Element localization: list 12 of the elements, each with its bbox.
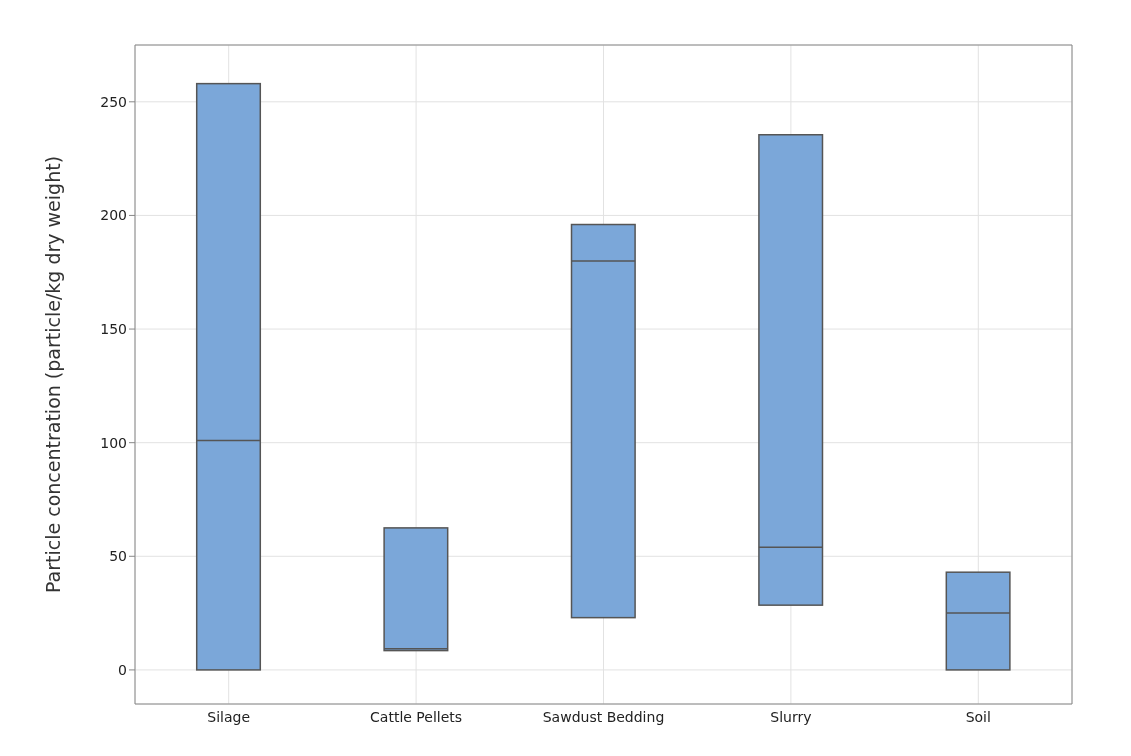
x-tick-label: Silage bbox=[207, 708, 251, 725]
y-tick-label: 150 bbox=[100, 321, 127, 338]
y-tick-label: 250 bbox=[100, 93, 127, 110]
y-tick-label: 100 bbox=[100, 434, 127, 451]
y-tick-label: 0 bbox=[118, 661, 127, 678]
y-tick-label: 50 bbox=[109, 548, 127, 565]
x-tick-label: Soil bbox=[965, 708, 991, 725]
y-tick-label: 200 bbox=[100, 207, 127, 224]
x-tick-label: Sawdust Bedding bbox=[542, 708, 665, 725]
x-tick-label: Slurry bbox=[770, 708, 812, 725]
x-tick-label: Cattle Pellets bbox=[370, 708, 463, 725]
y-axis-title: Particle concentration (particle/kg dry weight) bbox=[41, 155, 64, 594]
